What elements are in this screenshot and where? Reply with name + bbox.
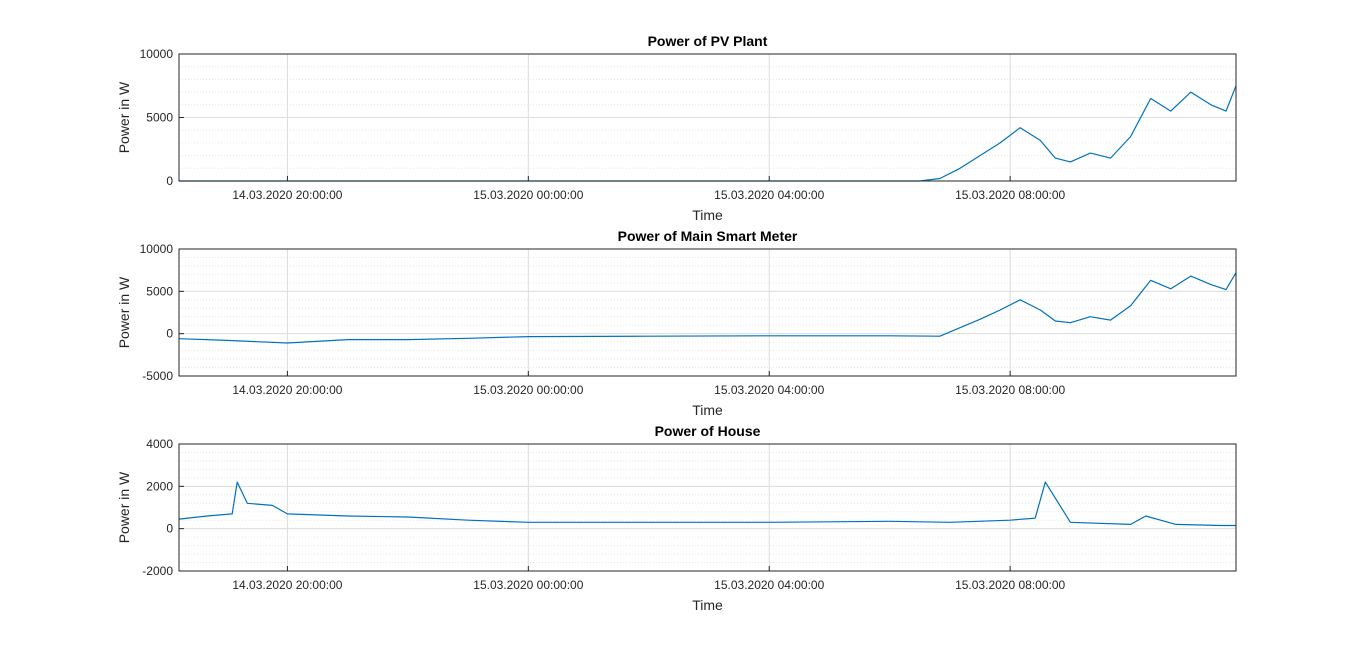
house-xtick-label: 15.03.2020 08:00:00: [955, 578, 1065, 592]
pv-plant-ytick-label: 10000: [140, 47, 174, 61]
pv-plant-ytick-label: 5000: [146, 111, 173, 125]
main-smart-meter-ytick-label: 10000: [140, 242, 174, 256]
pv-plant-xtick-label: 15.03.2020 00:00:00: [473, 188, 583, 202]
house-ylabel: Power in W: [116, 471, 132, 543]
pv-plant-xlabel: Time: [692, 207, 723, 223]
main-smart-meter-ylabel: Power in W: [116, 276, 132, 348]
house-panel: -2000 0 2000 4000 14.03.2020 20:00:00 15.03.…: [116, 423, 1237, 613]
house-axes-box: [178, 443, 1237, 572]
main-smart-meter-axes-box: [178, 248, 1237, 377]
house-ytick-label: 4000: [146, 437, 173, 451]
pv-plant-ylabel: Power in W: [116, 81, 132, 153]
house-title: Power of House: [655, 423, 761, 439]
main-smart-meter-xtick-label: 14.03.2020 20:00:00: [232, 383, 342, 397]
main-smart-meter-xtick-label: 15.03.2020 04:00:00: [714, 383, 824, 397]
house-ytick-label: 2000: [146, 479, 173, 493]
house-ytick-label: 0: [166, 522, 173, 536]
house-xlabel: Time: [692, 597, 723, 613]
main-smart-meter-xtick-label: 15.03.2020 08:00:00: [955, 383, 1065, 397]
pv-plant-ytick-label: 0: [166, 174, 173, 188]
house-xtick-label: 15.03.2020 04:00:00: [714, 578, 824, 592]
pv-plant-xtick-label: 15.03.2020 08:00:00: [955, 188, 1065, 202]
main-smart-meter-xtick-label: 15.03.2020 00:00:00: [473, 383, 583, 397]
pv-plant-title: Power of PV Plant: [648, 33, 768, 49]
pv-plant-series-line: [179, 85, 1237, 182]
house-series-line: [178, 481, 1236, 527]
house-ytick-label: -2000: [142, 564, 173, 578]
pv-plant-xtick-label: 15.03.2020 04:00:00: [714, 188, 824, 202]
main-smart-meter-series-line: [178, 272, 1237, 344]
main-smart-meter-ytick-label: -5000: [142, 369, 173, 383]
house-xtick-label: 14.03.2020 20:00:00: [232, 578, 342, 592]
main-smart-meter-panel: -5000 0 5000 10000 14.03.2020 20:00:00 15.03…: [116, 228, 1237, 418]
main-smart-meter-ytick-label: 5000: [146, 284, 173, 298]
house-xtick-label: 15.03.2020 00:00:00: [473, 578, 583, 592]
pv-plant-panel: 0 5000 10000 14.03.2020 20:00:00 15.03.2020…: [116, 33, 1237, 223]
main-smart-meter-title: Power of Main Smart Meter: [618, 228, 798, 244]
pv-plant-xtick-label: 14.03.2020 20:00:00: [232, 188, 342, 202]
main-smart-meter-xlabel: Time: [692, 402, 723, 418]
main-smart-meter-ytick-label: 0: [166, 327, 173, 341]
